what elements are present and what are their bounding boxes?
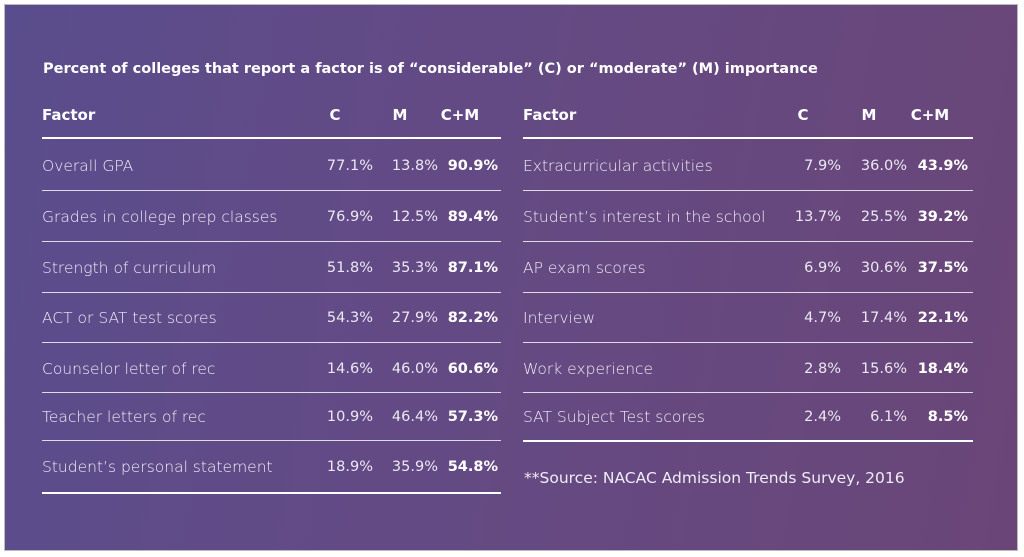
total-value: 39.2% [917, 209, 968, 225]
factor-name: Extracurricular activities [523, 157, 713, 175]
total-value: 22.1% [917, 310, 968, 326]
total-value: 18.4% [917, 361, 968, 377]
percent-value: 25.5% [860, 209, 907, 225]
total-value: 60.6% [447, 361, 498, 377]
column-header: M [861, 106, 877, 124]
percent-value: 46.4% [391, 409, 438, 425]
row-rule [42, 241, 501, 242]
column-header: Factor [523, 106, 577, 124]
total-value: 82.2% [447, 310, 498, 326]
percent-value: 10.9% [326, 409, 373, 425]
percent-value: 13.7% [794, 209, 841, 225]
total-value: 37.5% [917, 260, 968, 276]
factor-name: AP exam scores [523, 259, 646, 277]
header-rule [42, 137, 501, 139]
percent-value: 35.9% [391, 459, 438, 475]
factor-name: Grades in college prep classes [42, 208, 278, 226]
percent-value: 77.1% [326, 158, 373, 174]
factor-name: Strength of curriculum [42, 259, 217, 277]
percent-value: 6.1% [870, 409, 907, 425]
percent-value: 35.3% [391, 260, 438, 276]
factor-name: Work experience [523, 360, 654, 378]
infographic: Percent of colleges that report a factor… [4, 4, 1018, 551]
factor-name: Counselor letter of rec [42, 360, 216, 378]
row-rule [42, 440, 501, 441]
total-value: 90.9% [447, 158, 498, 174]
column-header: M [392, 106, 408, 124]
title: Percent of colleges that report a factor… [43, 61, 818, 77]
factor-name: ACT or SAT test scores [42, 309, 217, 327]
total-value: 43.9% [917, 158, 968, 174]
percent-value: 7.9% [804, 158, 841, 174]
bottom-rule [42, 492, 501, 494]
percent-value: 30.6% [860, 260, 907, 276]
row-rule [523, 190, 973, 191]
percent-value: 18.9% [326, 459, 373, 475]
factor-name: Overall GPA [42, 157, 134, 175]
column-header: C [797, 106, 809, 124]
source-note: **Source: NACAC Admission Trends Survey,… [524, 469, 905, 487]
total-value: 54.8% [447, 459, 498, 475]
column-header: C+M [440, 106, 480, 124]
header-rule [523, 137, 973, 139]
percent-value: 15.6% [860, 361, 907, 377]
row-rule [523, 342, 973, 343]
row-rule [42, 342, 501, 343]
row-rule [523, 241, 973, 242]
percent-value: 2.8% [804, 361, 841, 377]
column-header: C [329, 106, 341, 124]
percent-value: 36.0% [860, 158, 907, 174]
factor-name: SAT Subject Test scores [523, 408, 705, 426]
percent-value: 4.7% [804, 310, 841, 326]
percent-value: 6.9% [804, 260, 841, 276]
row-rule [42, 190, 501, 191]
total-value: 8.5% [927, 409, 968, 425]
total-value: 57.3% [447, 409, 498, 425]
percent-value: 27.9% [391, 310, 438, 326]
bottom-rule [523, 440, 973, 442]
percent-value: 46.0% [391, 361, 438, 377]
factor-name: Student’s personal statement [42, 458, 273, 476]
percent-value: 14.6% [326, 361, 373, 377]
total-value: 87.1% [447, 260, 498, 276]
factor-name: Student’s interest in the school [523, 208, 766, 226]
row-rule [523, 292, 973, 293]
column-header: C+M [910, 106, 950, 124]
percent-value: 54.3% [326, 310, 373, 326]
total-value: 89.4% [447, 209, 498, 225]
percent-value: 51.8% [326, 260, 373, 276]
percent-value: 13.8% [391, 158, 438, 174]
row-rule [42, 392, 501, 393]
factor-name: Teacher letters of rec [42, 408, 206, 426]
percent-value: 76.9% [326, 209, 373, 225]
percent-value: 2.4% [804, 409, 841, 425]
row-rule [523, 392, 973, 393]
percent-value: 12.5% [391, 209, 438, 225]
row-rule [42, 292, 501, 293]
factor-name: Interview [523, 309, 596, 327]
column-header: Factor [42, 106, 96, 124]
percent-value: 17.4% [860, 310, 907, 326]
